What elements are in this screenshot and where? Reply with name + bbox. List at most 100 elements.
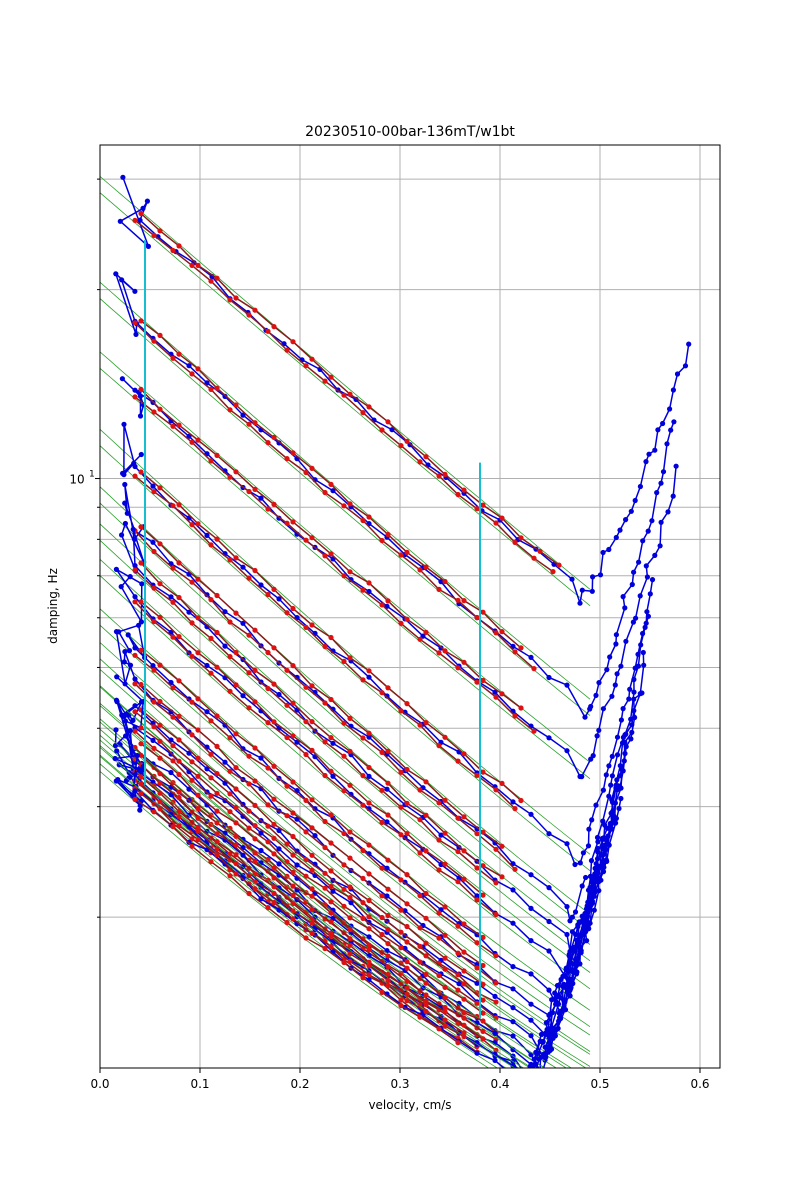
raw-point <box>132 387 138 393</box>
fit-point <box>322 844 328 851</box>
raw-point <box>546 674 552 681</box>
fit-point <box>442 1009 448 1015</box>
fit-point <box>474 965 480 971</box>
fit-point <box>347 569 353 575</box>
fit-point <box>480 981 486 988</box>
fit-point <box>265 328 271 334</box>
fit-point <box>531 728 537 734</box>
fit-point <box>265 649 271 656</box>
raw-point <box>667 406 673 412</box>
raw-point <box>113 629 120 635</box>
fit-point <box>138 752 144 758</box>
raw-point <box>598 877 604 883</box>
fit-point <box>151 409 157 415</box>
raw-point <box>130 526 136 532</box>
fit-point <box>385 857 391 863</box>
model-curve <box>100 739 533 1068</box>
fit-point <box>157 541 163 547</box>
fit-point <box>398 1003 404 1009</box>
raw-point <box>150 663 156 669</box>
fit-point <box>442 830 448 836</box>
fit-point <box>385 419 391 425</box>
fit-point <box>379 690 385 696</box>
fit-point <box>176 713 182 719</box>
raw-point <box>540 1038 546 1045</box>
x-tick-label: 0.0 <box>90 1077 109 1091</box>
fit-point <box>385 531 391 538</box>
fit-point <box>176 243 182 249</box>
fit-point <box>442 984 448 991</box>
fit-point <box>170 824 176 830</box>
fit-point <box>208 859 214 865</box>
raw-point <box>627 686 633 692</box>
raw-point <box>554 982 561 989</box>
model-curve <box>100 367 591 780</box>
fit-sweep-line <box>134 730 497 1019</box>
raw-point <box>579 587 585 593</box>
fit-point <box>423 779 429 785</box>
x-tick-label: 0.6 <box>690 1077 709 1091</box>
raw-point <box>613 820 619 826</box>
fit-point <box>233 295 239 301</box>
fit-point <box>423 720 429 726</box>
raw-point <box>122 520 128 527</box>
fit-point <box>214 771 220 777</box>
fit-point <box>309 867 315 873</box>
fit-point <box>474 1000 480 1006</box>
fit-point <box>455 987 461 993</box>
fit-point <box>385 982 391 989</box>
raw-point <box>276 691 282 698</box>
model-curve <box>100 771 490 1068</box>
raw-point <box>616 805 622 812</box>
raw-point <box>114 699 120 705</box>
fit-point <box>328 944 334 950</box>
fit-point <box>455 879 461 885</box>
fit-point <box>512 866 518 872</box>
raw-point <box>596 680 602 686</box>
fit-point <box>170 758 176 764</box>
raw-point <box>593 802 599 808</box>
raw-point <box>564 682 570 688</box>
fit-point <box>328 551 334 557</box>
raw-point <box>658 519 664 525</box>
fit-point <box>132 567 138 573</box>
fit-point <box>252 836 258 842</box>
raw-point <box>559 1007 566 1014</box>
fit-point <box>227 809 233 815</box>
fit-point <box>214 790 220 796</box>
raw-point <box>606 763 612 769</box>
y-axis-label: damping, Hz <box>46 568 60 644</box>
fit-point <box>341 788 347 794</box>
fit-point <box>385 748 391 754</box>
fit-point <box>398 708 404 714</box>
fit-point <box>214 275 220 281</box>
fit-point <box>423 890 429 897</box>
fit-point <box>246 857 252 863</box>
raw-point <box>571 968 578 975</box>
raw-point <box>438 861 444 868</box>
raw-point <box>598 852 604 858</box>
fit-point <box>436 972 442 979</box>
fit-point <box>151 699 157 705</box>
fit-point <box>366 668 372 674</box>
fit-point <box>398 620 404 627</box>
raw-point <box>556 1018 562 1024</box>
fit-point <box>227 407 233 413</box>
fit-point <box>341 573 347 579</box>
raw-point <box>619 767 625 773</box>
fit-point <box>309 622 315 628</box>
model-curve <box>100 718 558 1068</box>
raw-point <box>647 591 653 597</box>
x-tick-label: 0.1 <box>190 1077 209 1091</box>
fit-point <box>195 828 201 834</box>
fit-point <box>398 997 404 1003</box>
fit-point <box>151 489 157 495</box>
fit-point <box>265 440 271 446</box>
fit-point <box>442 995 448 1001</box>
fit-point <box>328 768 334 774</box>
fit-point <box>480 502 486 508</box>
fit-point <box>271 899 277 906</box>
fit-point <box>189 371 195 377</box>
model-curve <box>100 747 525 1068</box>
